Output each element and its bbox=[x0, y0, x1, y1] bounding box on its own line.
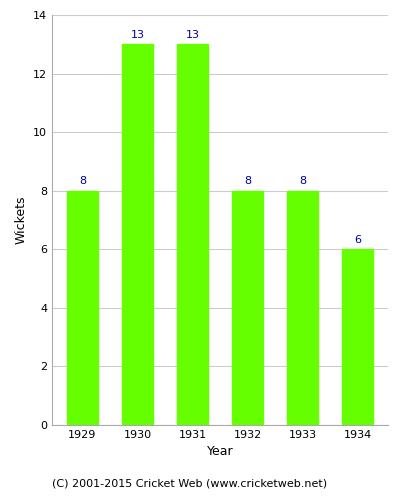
Bar bbox=[122, 44, 152, 425]
Text: (C) 2001-2015 Cricket Web (www.cricketweb.net): (C) 2001-2015 Cricket Web (www.cricketwe… bbox=[52, 478, 327, 488]
Text: 13: 13 bbox=[130, 30, 144, 40]
Y-axis label: Wickets: Wickets bbox=[14, 196, 28, 244]
Bar bbox=[232, 190, 263, 425]
Text: 8: 8 bbox=[299, 176, 306, 186]
Bar bbox=[342, 250, 373, 425]
Bar bbox=[67, 190, 98, 425]
X-axis label: Year: Year bbox=[207, 446, 233, 458]
Bar bbox=[288, 190, 318, 425]
Text: 8: 8 bbox=[244, 176, 251, 186]
Text: 6: 6 bbox=[354, 235, 361, 245]
Text: 13: 13 bbox=[186, 30, 200, 40]
Bar bbox=[177, 44, 208, 425]
Text: 8: 8 bbox=[79, 176, 86, 186]
